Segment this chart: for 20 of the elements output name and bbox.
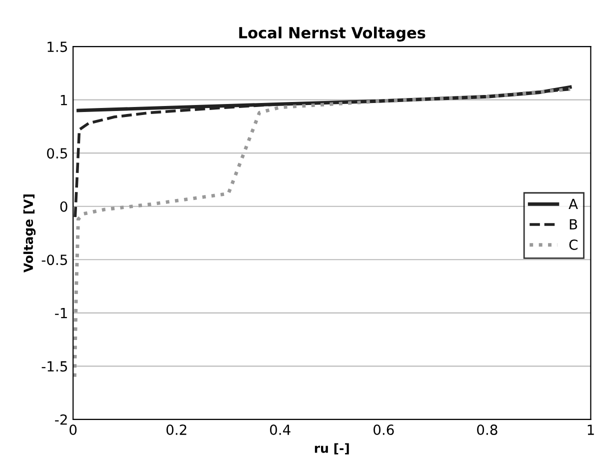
y-axis-title: Voltage [V] [23,194,36,273]
x-tick-label: 0.2 [166,424,186,436]
x-tick-label: 0.6 [374,424,394,436]
y-tick-label: -0.5 [42,254,68,266]
y-tick-label: -1.5 [42,361,68,372]
x-tick-label: 0 [70,424,77,436]
y-tick-label: 0.5 [47,148,68,159]
x-tick-label: 0.4 [270,424,290,436]
legend-label: C [569,239,578,250]
legend-label: A [568,198,578,209]
x-tick-label: 0.8 [477,424,498,436]
x-tick-label: 1 [588,424,594,435]
y-tick-label: 1.5 [48,42,68,52]
y-tick-label: 0 [60,201,68,212]
y-tick-label: -1 [55,308,67,318]
chart-title: Local Nernst Voltages [239,26,426,42]
y-tick-label: 1 [60,95,67,106]
y-tick-label: -2 [55,414,67,425]
legend-label: B [570,219,578,230]
x-axis-title: ru [-] [314,443,349,454]
